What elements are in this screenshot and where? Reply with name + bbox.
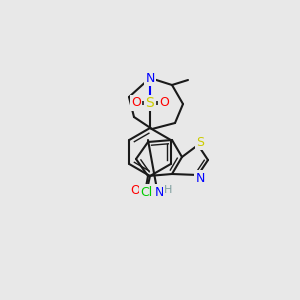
Text: S: S bbox=[196, 136, 204, 148]
Text: N: N bbox=[145, 71, 155, 85]
Text: N: N bbox=[195, 172, 205, 184]
Text: S: S bbox=[146, 96, 154, 110]
Text: H: H bbox=[164, 185, 172, 195]
Text: O: O bbox=[130, 184, 140, 197]
Text: N: N bbox=[154, 185, 164, 199]
Text: O: O bbox=[131, 97, 141, 110]
Text: Cl: Cl bbox=[140, 185, 152, 199]
Text: O: O bbox=[159, 97, 169, 110]
